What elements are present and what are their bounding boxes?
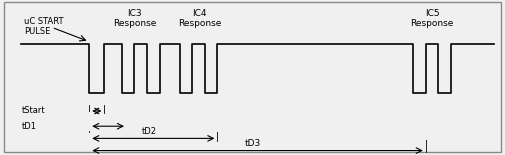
Text: IC4
Response: IC4 Response	[178, 9, 222, 28]
Text: uC START
PULSE: uC START PULSE	[24, 17, 64, 36]
Text: tStart: tStart	[22, 106, 45, 115]
Text: tD1: tD1	[22, 122, 36, 131]
Text: IC3
Response: IC3 Response	[113, 9, 156, 28]
Text: tD2: tD2	[142, 127, 157, 136]
Text: tD3: tD3	[244, 139, 261, 148]
Text: IC5
Response: IC5 Response	[411, 9, 454, 28]
